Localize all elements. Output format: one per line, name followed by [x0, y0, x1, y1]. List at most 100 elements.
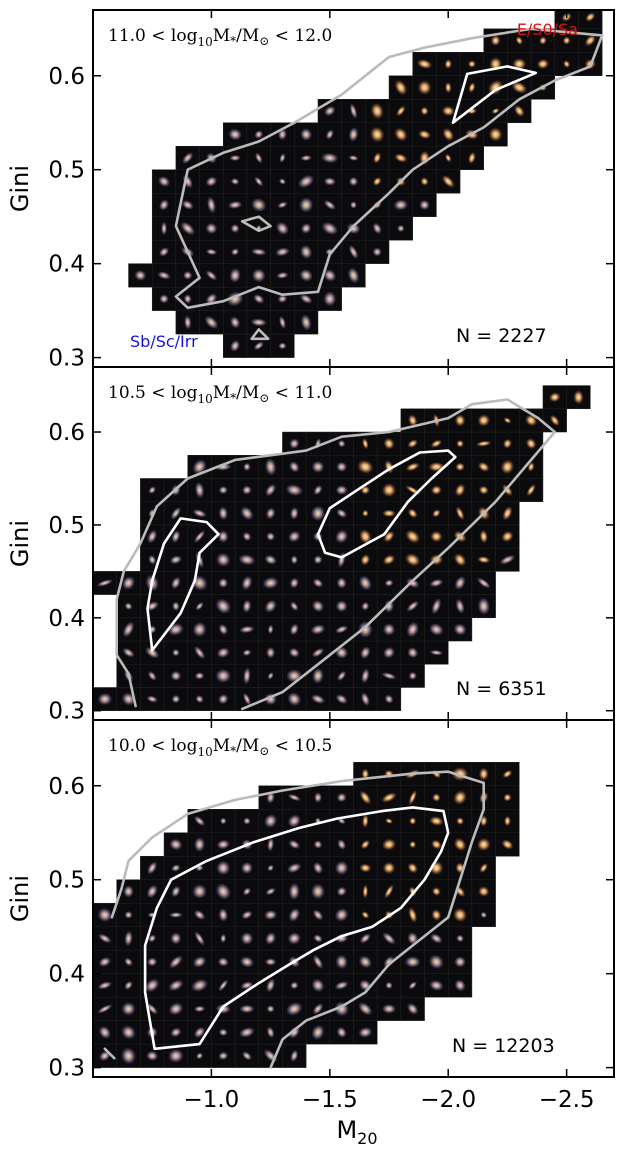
galaxy-image: [181, 151, 194, 165]
galaxy-image: [430, 908, 442, 922]
galaxy-image: [265, 646, 276, 659]
galaxy-image: [146, 860, 158, 875]
galaxy-image: [312, 1002, 324, 1016]
galaxy-image: [454, 413, 466, 428]
outer-contour: [250, 328, 270, 341]
galaxy-image: [372, 222, 383, 235]
galaxy-image: [299, 293, 313, 305]
galaxy-thumbnail: [341, 169, 366, 194]
galaxy-image: [123, 957, 134, 967]
galaxy-image: [239, 955, 255, 968]
galaxy-thumbnail: [305, 455, 331, 479]
galaxy-thumbnail: [578, 10, 603, 30]
galaxy-image: [311, 647, 325, 658]
galaxy-image: [584, 11, 596, 23]
galaxy-image: [206, 195, 217, 215]
galaxy-image: [297, 174, 315, 189]
galaxy-image: [310, 623, 326, 635]
galaxy-image: [336, 576, 348, 590]
galaxy-image: [490, 34, 502, 47]
galaxy-image: [311, 1024, 325, 1041]
galaxy-image: [396, 224, 405, 233]
galaxy-image: [242, 817, 251, 825]
galaxy-thumbnail: [234, 524, 260, 549]
galaxy-image: [242, 887, 252, 896]
galaxy-image: [584, 34, 597, 47]
galaxy-image: [405, 621, 420, 638]
galaxy-thumbnail: [211, 687, 236, 711]
galaxy-image: [217, 1051, 229, 1061]
galaxy-image: [157, 175, 171, 188]
galaxy-thumbnail: [187, 687, 212, 711]
galaxy-image: [264, 931, 277, 946]
galaxy-thumbnail: [447, 478, 473, 502]
galaxy-thumbnail: [199, 286, 224, 311]
galaxy-image: [476, 413, 491, 428]
galaxy-image: [383, 955, 395, 969]
galaxy-image: [275, 221, 290, 236]
galaxy-thumbnail: [234, 809, 260, 833]
galaxy-image: [404, 955, 422, 968]
galaxy-image: [527, 461, 535, 473]
galaxy-thumbnail: [436, 145, 461, 170]
galaxy-thumbnail: [329, 455, 354, 479]
galaxy-image: [311, 667, 325, 685]
galaxy-thumbnail: [412, 192, 437, 217]
galaxy-image: [144, 978, 160, 993]
galaxy-image: [525, 483, 537, 497]
galaxy-image: [241, 485, 253, 496]
galaxy-thumbnail: [317, 169, 342, 194]
galaxy-image: [312, 934, 324, 943]
galaxy-image: [335, 693, 349, 705]
galaxy-image: [170, 506, 182, 521]
galaxy-thumbnail: [447, 785, 473, 810]
galaxy-image: [408, 671, 418, 681]
galaxy-image: [158, 293, 170, 304]
galaxy-image: [240, 861, 254, 875]
galaxy-thumbnail: [258, 855, 283, 880]
galaxy-thumbnail: [187, 664, 212, 688]
y-tick-label: 0.4: [48, 962, 85, 988]
galaxy-image: [266, 1004, 275, 1013]
galaxy-image: [168, 954, 184, 969]
galaxy-image: [348, 126, 359, 143]
galaxy-thumbnail: [388, 192, 413, 217]
galaxy-thumbnail: [234, 617, 260, 642]
galaxy-image: [430, 484, 443, 496]
galaxy-thumbnail: [258, 501, 283, 526]
galaxy-image: [337, 439, 346, 448]
galaxy-image: [382, 554, 396, 566]
galaxy-image: [476, 577, 492, 589]
galaxy-thumbnail: [211, 594, 236, 619]
galaxy-thumbnail: [495, 501, 520, 526]
galaxy-image: [369, 125, 386, 144]
galaxy-image: [335, 954, 349, 970]
galaxy-thumbnail: [258, 571, 283, 595]
galaxy-image: [278, 315, 287, 330]
galaxy-image: [479, 529, 489, 544]
galaxy-thumbnail: [424, 926, 449, 951]
galaxy-image: [313, 791, 323, 804]
galaxy-thumbnail: [140, 664, 165, 688]
galaxy-thumbnail: [140, 478, 165, 502]
galaxy-thumbnail: [376, 640, 402, 665]
panel-mid-mass: 0.3 0.4 0.5 0.6 10.5 < log10M*/M⊙ < 11.0 N …: [6, 366, 615, 725]
galaxy-thumbnail: [329, 478, 354, 502]
galaxy-image: [312, 861, 324, 875]
galaxy-thumbnail: [163, 687, 188, 711]
galaxy-thumbnail: [376, 855, 402, 880]
galaxy-image: [347, 266, 360, 285]
galaxy-thumbnail: [282, 832, 307, 857]
galaxy-thumbnail: [317, 286, 342, 311]
galaxy-image: [572, 389, 585, 406]
galaxy-thumbnail: [199, 169, 224, 194]
galaxy-image: [238, 625, 256, 634]
galaxy-thumbnail: [187, 879, 212, 904]
mass-range-label: 11.0 < log10M*/M⊙ < 12.0: [108, 26, 332, 49]
galaxy-image: [238, 1026, 256, 1038]
galaxy-image: [313, 484, 323, 496]
galaxy-thumbnail: [211, 902, 236, 927]
galaxy-thumbnail: [353, 594, 378, 619]
galaxy-thumbnail: [530, 28, 556, 53]
galaxy-thumbnail: [282, 996, 307, 1021]
